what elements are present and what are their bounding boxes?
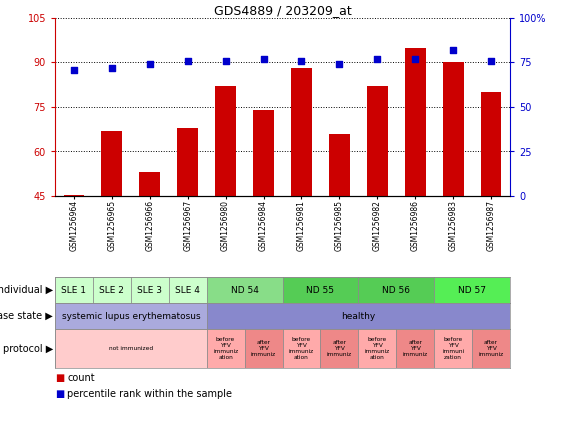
Text: ND 54: ND 54 <box>231 286 258 294</box>
Text: SLE 4: SLE 4 <box>175 286 200 294</box>
Text: protocol ▶: protocol ▶ <box>3 343 53 354</box>
Bar <box>207 303 510 329</box>
Text: ■: ■ <box>55 389 64 399</box>
Text: ND 57: ND 57 <box>458 286 486 294</box>
Text: percentile rank within the sample: percentile rank within the sample <box>68 389 233 399</box>
Text: ND 55: ND 55 <box>306 286 334 294</box>
Bar <box>358 329 396 368</box>
Bar <box>472 329 510 368</box>
Point <box>221 58 230 64</box>
Text: before
YFV
immuniz
ation: before YFV immuniz ation <box>289 337 314 360</box>
Bar <box>291 69 312 196</box>
Point <box>69 66 78 73</box>
Point <box>449 47 458 53</box>
Bar <box>169 277 207 303</box>
Text: count: count <box>68 373 95 383</box>
Title: GDS4889 / 203209_at: GDS4889 / 203209_at <box>213 4 351 17</box>
Bar <box>244 329 283 368</box>
Bar <box>215 86 236 196</box>
Bar <box>329 134 350 196</box>
Point <box>373 55 382 62</box>
Text: ■: ■ <box>55 373 64 383</box>
Point <box>335 61 344 68</box>
Bar <box>177 128 198 196</box>
Point <box>486 58 495 64</box>
Bar <box>481 92 502 196</box>
Bar <box>140 172 160 196</box>
Text: before
YFV
immuniz
ation: before YFV immuniz ation <box>365 337 390 360</box>
Point <box>145 61 154 68</box>
Bar <box>358 277 434 303</box>
Text: SLE 2: SLE 2 <box>100 286 124 294</box>
Text: not immunized: not immunized <box>109 346 153 351</box>
Point <box>259 55 268 62</box>
Bar <box>207 277 283 303</box>
Bar <box>434 329 472 368</box>
Bar <box>253 110 274 196</box>
Text: after
YFV
immuniz: after YFV immuniz <box>403 340 428 357</box>
Bar <box>93 277 131 303</box>
Text: before
YFV
immuniz
ation: before YFV immuniz ation <box>213 337 238 360</box>
Bar <box>443 63 463 196</box>
Bar <box>405 48 426 196</box>
Bar <box>101 131 122 196</box>
Bar <box>55 277 93 303</box>
Bar <box>55 329 207 368</box>
Text: systemic lupus erythematosus: systemic lupus erythematosus <box>61 311 200 321</box>
Text: after
YFV
immuniz: after YFV immuniz <box>479 340 504 357</box>
Point <box>410 55 419 62</box>
Bar <box>320 329 358 368</box>
Bar <box>367 86 388 196</box>
Point <box>183 58 192 64</box>
Text: ND 56: ND 56 <box>382 286 410 294</box>
Bar <box>64 195 84 196</box>
Point <box>108 64 117 71</box>
Text: healthy: healthy <box>341 311 376 321</box>
Bar <box>434 277 510 303</box>
Text: SLE 3: SLE 3 <box>137 286 162 294</box>
Bar <box>55 303 207 329</box>
Point <box>297 58 306 64</box>
Bar <box>396 329 434 368</box>
Text: SLE 1: SLE 1 <box>61 286 87 294</box>
Bar <box>207 329 244 368</box>
Text: after
YFV
immuniz: after YFV immuniz <box>327 340 352 357</box>
Bar <box>131 277 169 303</box>
Bar <box>283 277 358 303</box>
Text: individual ▶: individual ▶ <box>0 285 53 295</box>
Text: after
YFV
immuniz: after YFV immuniz <box>251 340 276 357</box>
Text: before
YFV
immuni
zation: before YFV immuni zation <box>442 337 464 360</box>
Text: disease state ▶: disease state ▶ <box>0 311 53 321</box>
Bar <box>283 329 320 368</box>
